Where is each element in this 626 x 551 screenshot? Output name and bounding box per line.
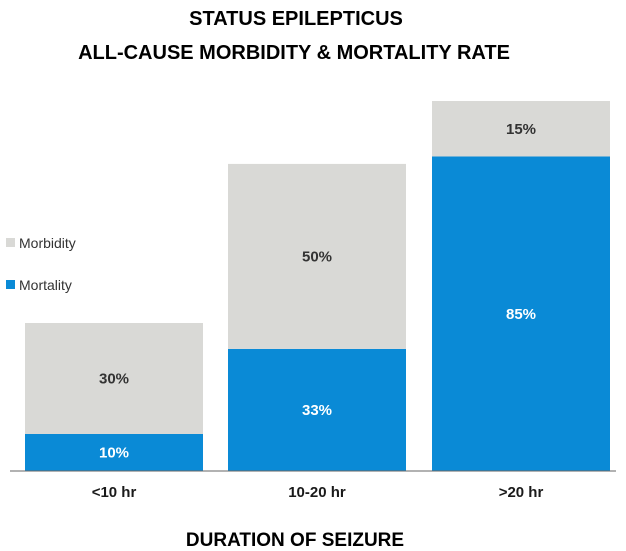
- chart-title-line-1: STATUS EPILEPTICUS: [189, 8, 403, 30]
- x-tick-labels: <10 hr 10-20 hr >20 hr: [92, 484, 544, 501]
- bar-mortality-1: [25, 434, 203, 471]
- bars-group: 10% 30% 33% 50% 85% 15%: [25, 101, 610, 471]
- data-label-mortality-1: 10%: [99, 445, 129, 462]
- x-axis-label: DURATION OF SEIZURE: [186, 530, 404, 551]
- bar-morbidity-2: [228, 163, 406, 349]
- data-label-morbidity-3: 15%: [506, 121, 536, 138]
- bar-morbidity-1: [25, 323, 203, 434]
- data-label-morbidity-2: 50%: [302, 248, 332, 265]
- x-tick-label-3: >20 hr: [499, 484, 544, 501]
- legend-label-morbidity: Morbidity: [19, 235, 76, 251]
- data-label-morbidity-1: 30%: [99, 371, 129, 388]
- data-label-mortality-2: 33%: [302, 402, 332, 419]
- legend-swatch-mortality: [6, 280, 15, 289]
- x-tick-label-1: <10 hr: [92, 484, 137, 501]
- bar-mortality-2: [228, 348, 406, 471]
- legend-label-mortality: Mortality: [19, 277, 72, 293]
- legend-swatch-morbidity: [6, 238, 15, 247]
- bar-mortality-3: [432, 156, 610, 471]
- x-tick-label-2: 10-20 hr: [288, 484, 346, 501]
- data-label-mortality-3: 85%: [506, 306, 536, 323]
- chart-title-line-2: ALL-CAUSE MORBIDITY & MORTALITY RATE: [78, 42, 510, 64]
- legend: Morbidity Mortality: [6, 235, 76, 293]
- bar-morbidity-3: [432, 101, 610, 157]
